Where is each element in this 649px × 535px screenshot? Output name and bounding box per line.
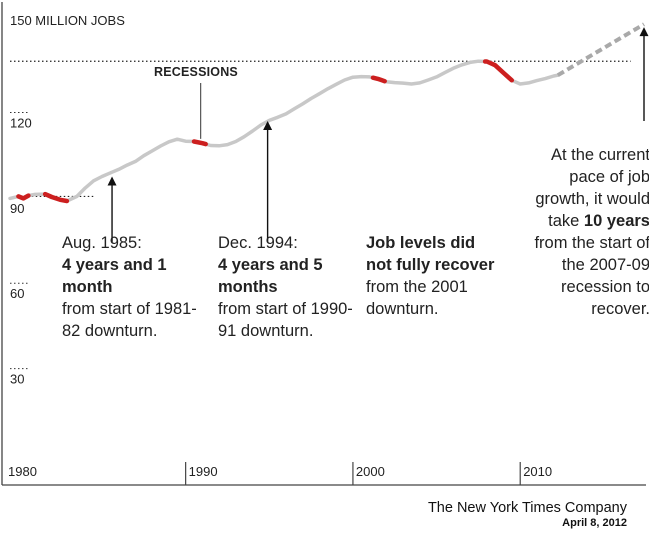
annotation-1994: Dec. 1994: 4 years and 5 months from sta… xyxy=(218,232,358,342)
annotation-1985: Aug. 1985: 4 years and 1 month from star… xyxy=(62,232,202,342)
annotation-1994-head: Dec. 1994: xyxy=(218,234,298,252)
recession-segment-4 xyxy=(482,59,515,83)
recession-segment-1 xyxy=(42,191,70,204)
annotation-2001-tail: from the 2001 downturn. xyxy=(366,278,468,318)
credit: The New York Times Company April 8, 2012 xyxy=(428,500,627,529)
recessions-label: RECESSIONS xyxy=(154,65,238,79)
annotation-2001-bold: Job levels did not fully recover xyxy=(366,234,495,274)
y-tick-label-30: 30 xyxy=(10,372,24,387)
y-tick-label-90: 90 xyxy=(10,201,24,216)
annotation-1994-bold: 4 years and 5 months xyxy=(218,256,323,296)
arrow-head-1 xyxy=(263,121,273,130)
recession-segments xyxy=(16,59,515,204)
x-tick-label-2000: 2000 xyxy=(356,464,385,479)
annotation-current-pace: At the current pace of job growth, it wo… xyxy=(522,144,649,320)
y-top-label: 150 MILLION JOBS xyxy=(10,13,125,28)
y-tick-label-60: 60 xyxy=(10,286,24,301)
chart-axes xyxy=(1,2,646,486)
x-tick-label-1980: 1980 xyxy=(8,464,37,479)
annotation-arrows xyxy=(107,27,649,242)
annotation-1994-tail: from start of 1990-91 downturn. xyxy=(218,300,353,340)
credit-date: April 8, 2012 xyxy=(562,517,627,529)
annotation-1985-head: Aug. 1985: xyxy=(62,234,142,252)
annotation-1985-bold: 4 years and 1 month xyxy=(62,256,167,296)
annotation-1985-tail: from start of 1981-82 downturn. xyxy=(62,300,197,340)
projection-line xyxy=(556,22,646,77)
jobs-series xyxy=(8,22,646,203)
x-tick-label-1990: 1990 xyxy=(189,464,218,479)
reference-lines xyxy=(10,60,631,198)
axis-labels: 1980 1990 2000 2010 30 60 90 120 150 MILLION JOB… xyxy=(8,13,552,479)
recession-segment-2 xyxy=(191,139,208,147)
x-tick-label-2010: 2010 xyxy=(523,464,552,479)
annotation-2001: Job levels did not fully recover from th… xyxy=(366,232,498,320)
arrow-head-0 xyxy=(107,176,117,186)
y-tick-label-120: 120 xyxy=(10,115,32,130)
jobs-line xyxy=(8,59,560,203)
annotation-current-tail: from the start of the 2007-09 recession … xyxy=(534,234,649,318)
annotation-current-bold: 10 years xyxy=(583,212,649,230)
arrow-head-2 xyxy=(639,27,649,37)
credit-source: The New York Times Company xyxy=(427,500,627,516)
recession-segment-3 xyxy=(370,75,387,84)
recession-segment-0 xyxy=(16,193,31,201)
annotation-current-head: At the current pace of job growth, it wo… xyxy=(535,146,649,230)
